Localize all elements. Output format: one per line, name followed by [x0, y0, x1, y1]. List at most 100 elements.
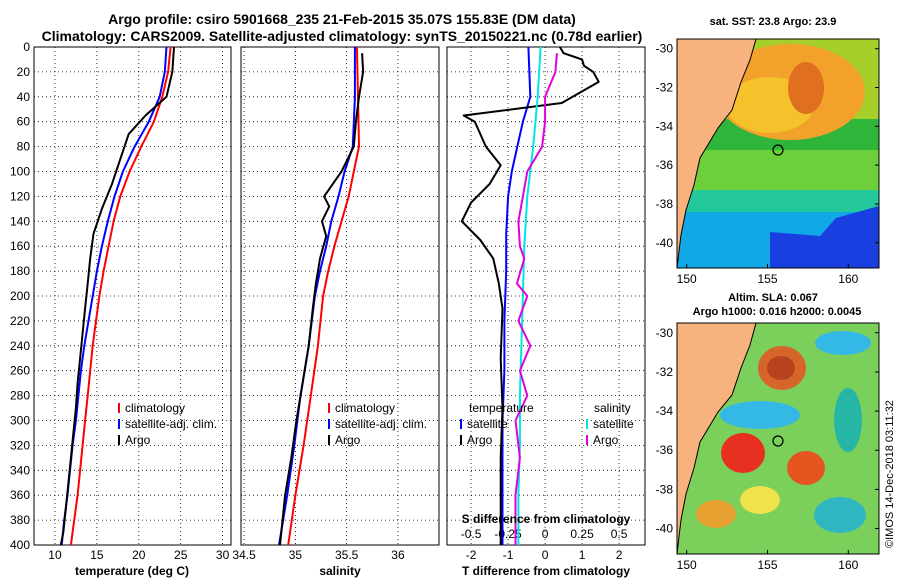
legend-label-climatology: climatology: [335, 401, 395, 415]
series-line-climatology: [69, 47, 172, 545]
series-line-temperature-satellite: [501, 47, 532, 545]
temperature-x-tick-label: 10: [48, 548, 62, 562]
depth-tick-label: 200: [10, 289, 30, 303]
salinity-diff-tick-label: 0.5: [611, 527, 628, 541]
sla-eddy-high-1-core: [767, 356, 795, 380]
map-lat-tick-label: -38: [656, 482, 674, 496]
sla-eddy-high-4: [696, 500, 736, 528]
salinity-xlabel: salinity: [319, 564, 361, 578]
depth-tick-label: 140: [10, 214, 30, 228]
depth-tick-label: 320: [10, 438, 30, 452]
map-lat-tick-label: -30: [656, 42, 674, 56]
copyright-timestamp: ©IMOS 14-Dec-2018 03:11:32: [884, 400, 896, 548]
depth-tick-label: 280: [10, 389, 30, 403]
depth-tick-label: 300: [10, 414, 30, 428]
series-line-temperature-argo: [460, 47, 600, 545]
legend-label-climatology: climatology: [125, 401, 185, 415]
sla-eddy-high-3: [787, 451, 825, 485]
map-lon-tick-label: 160: [838, 558, 858, 572]
temperature-x-tick-label: 20: [132, 548, 146, 562]
sla-map-title-line2: Argo h1000: 0.016 h2000: 0.0045: [693, 306, 862, 318]
depth-tick-label: 340: [10, 463, 30, 477]
temperature-panel: 0 20 40 60 80 100 120 140 160 180 200 220 240 260 280 3…: [10, 40, 232, 562]
sla-eddy-low-4: [814, 497, 866, 533]
sla-eddy-moderate-1: [740, 486, 780, 514]
temperature-xlabel: temperature (deg C): [75, 564, 189, 578]
salinity-x-tick-label: 36: [391, 548, 405, 562]
sst-cool-band: [677, 190, 879, 215]
depth-tick-label: 400: [10, 538, 30, 552]
map-lat-tick-label: -40: [656, 236, 674, 250]
depth-tick-label: 100: [10, 165, 30, 179]
depth-tick-label: 380: [10, 513, 30, 527]
map-lat-tick-label: -38: [656, 197, 674, 211]
legend-label-s-argo: Argo: [593, 433, 619, 447]
depth-tick-label: 240: [10, 339, 30, 353]
depth-tick-label: 360: [10, 488, 30, 502]
legend-label-satellite: satellite-adj. clim.: [125, 417, 217, 431]
depth-tick-label: 0: [23, 40, 30, 54]
sla-eddy-low-3: [834, 388, 862, 452]
salinity-diff-tick-label: -0.5: [461, 527, 482, 541]
map-lon-tick-label: 150: [677, 558, 697, 572]
depth-tick-label: 20: [17, 65, 31, 79]
temperature-legend: climatology satellite-adj. clim. Argo: [118, 401, 217, 447]
difference-x-tick-label: 0: [542, 548, 549, 562]
legend-label-s-satellite: satellite: [593, 417, 634, 431]
map-lon-tick-label: 150: [677, 272, 697, 286]
temperature-plot-frame: [33, 46, 232, 546]
depth-tick-label: 220: [10, 314, 30, 328]
sst-mid-band: [677, 150, 879, 190]
series-line-climatology: [287, 47, 360, 545]
sla-map-title-line1: Altim. SLA: 0.067: [728, 292, 818, 304]
depth-tick-label: 120: [10, 189, 30, 203]
difference-x-tick-label: 1: [579, 548, 586, 562]
map-lat-tick-label: -36: [656, 443, 674, 457]
difference-panel: -2 -1 0 1 2-0.5 -0.25 0 0.25 0.5: [446, 46, 646, 562]
temperature-x-tick-label: 15: [90, 548, 104, 562]
difference-series-group: [460, 47, 600, 545]
sla-argo-position-marker: [772, 435, 784, 447]
figure-title-line2: Climatology: CARS2009. Satellite-adjuste…: [42, 28, 643, 44]
series-line-argo: [279, 53, 365, 545]
sla-eddy-low-2: [815, 331, 871, 355]
map-lat-tick-label: -32: [656, 81, 674, 95]
difference-legend: temperature salinity satellite Argo sate…: [460, 401, 634, 447]
salinity-x-tick-label: 35.5: [335, 548, 359, 562]
series-line-salinity-satellite: [517, 47, 542, 545]
figure-title-line1: Argo profile: csiro 5901668_235 21-Feb-2…: [108, 11, 576, 27]
map-lon-tick-label: 155: [757, 558, 777, 572]
salinity-diff-tick-label: 0: [542, 527, 549, 541]
map-lat-tick-label: -34: [656, 119, 674, 133]
map-lon-tick-label: 155: [757, 272, 777, 286]
depth-tick-label: 40: [17, 90, 31, 104]
sla-coastline: [677, 323, 757, 554]
legend-label-t-satellite: satellite: [467, 417, 508, 431]
difference-x-tick-label: -1: [503, 548, 514, 562]
sst-map-frame: [676, 38, 880, 269]
map-lon-tick-label: 160: [838, 272, 858, 286]
legend-title-salinity: salinity: [594, 401, 631, 415]
series-line-satellite-adj-clim-: [278, 47, 356, 545]
depth-tick-label: 60: [17, 115, 31, 129]
legend-label-satellite: satellite-adj. clim.: [335, 417, 427, 431]
depth-tick-label: 160: [10, 239, 30, 253]
legend-title-temperature: temperature: [469, 401, 534, 415]
sst-hot-eddy: [788, 62, 824, 114]
sst-map-title: sat. SST: 23.8 Argo: 23.9: [710, 16, 837, 28]
sst-coldest-region: [770, 206, 879, 268]
series-line-argo: [59, 47, 175, 545]
depth-tick-label: 180: [10, 264, 30, 278]
difference-x-tick-label: 2: [616, 548, 623, 562]
map-lat-tick-label: -40: [656, 522, 674, 536]
legend-label-argo: Argo: [125, 433, 151, 447]
difference-x-tick-label: -2: [466, 548, 477, 562]
sst-map: [677, 39, 879, 268]
legend-label-argo: Argo: [335, 433, 361, 447]
map-lat-tick-label: -30: [656, 326, 674, 340]
map-lat-tick-label: -34: [656, 404, 674, 418]
sla-map: [677, 323, 879, 554]
map-lat-tick-label: -32: [656, 365, 674, 379]
temperature-x-tick-label: 25: [174, 548, 188, 562]
